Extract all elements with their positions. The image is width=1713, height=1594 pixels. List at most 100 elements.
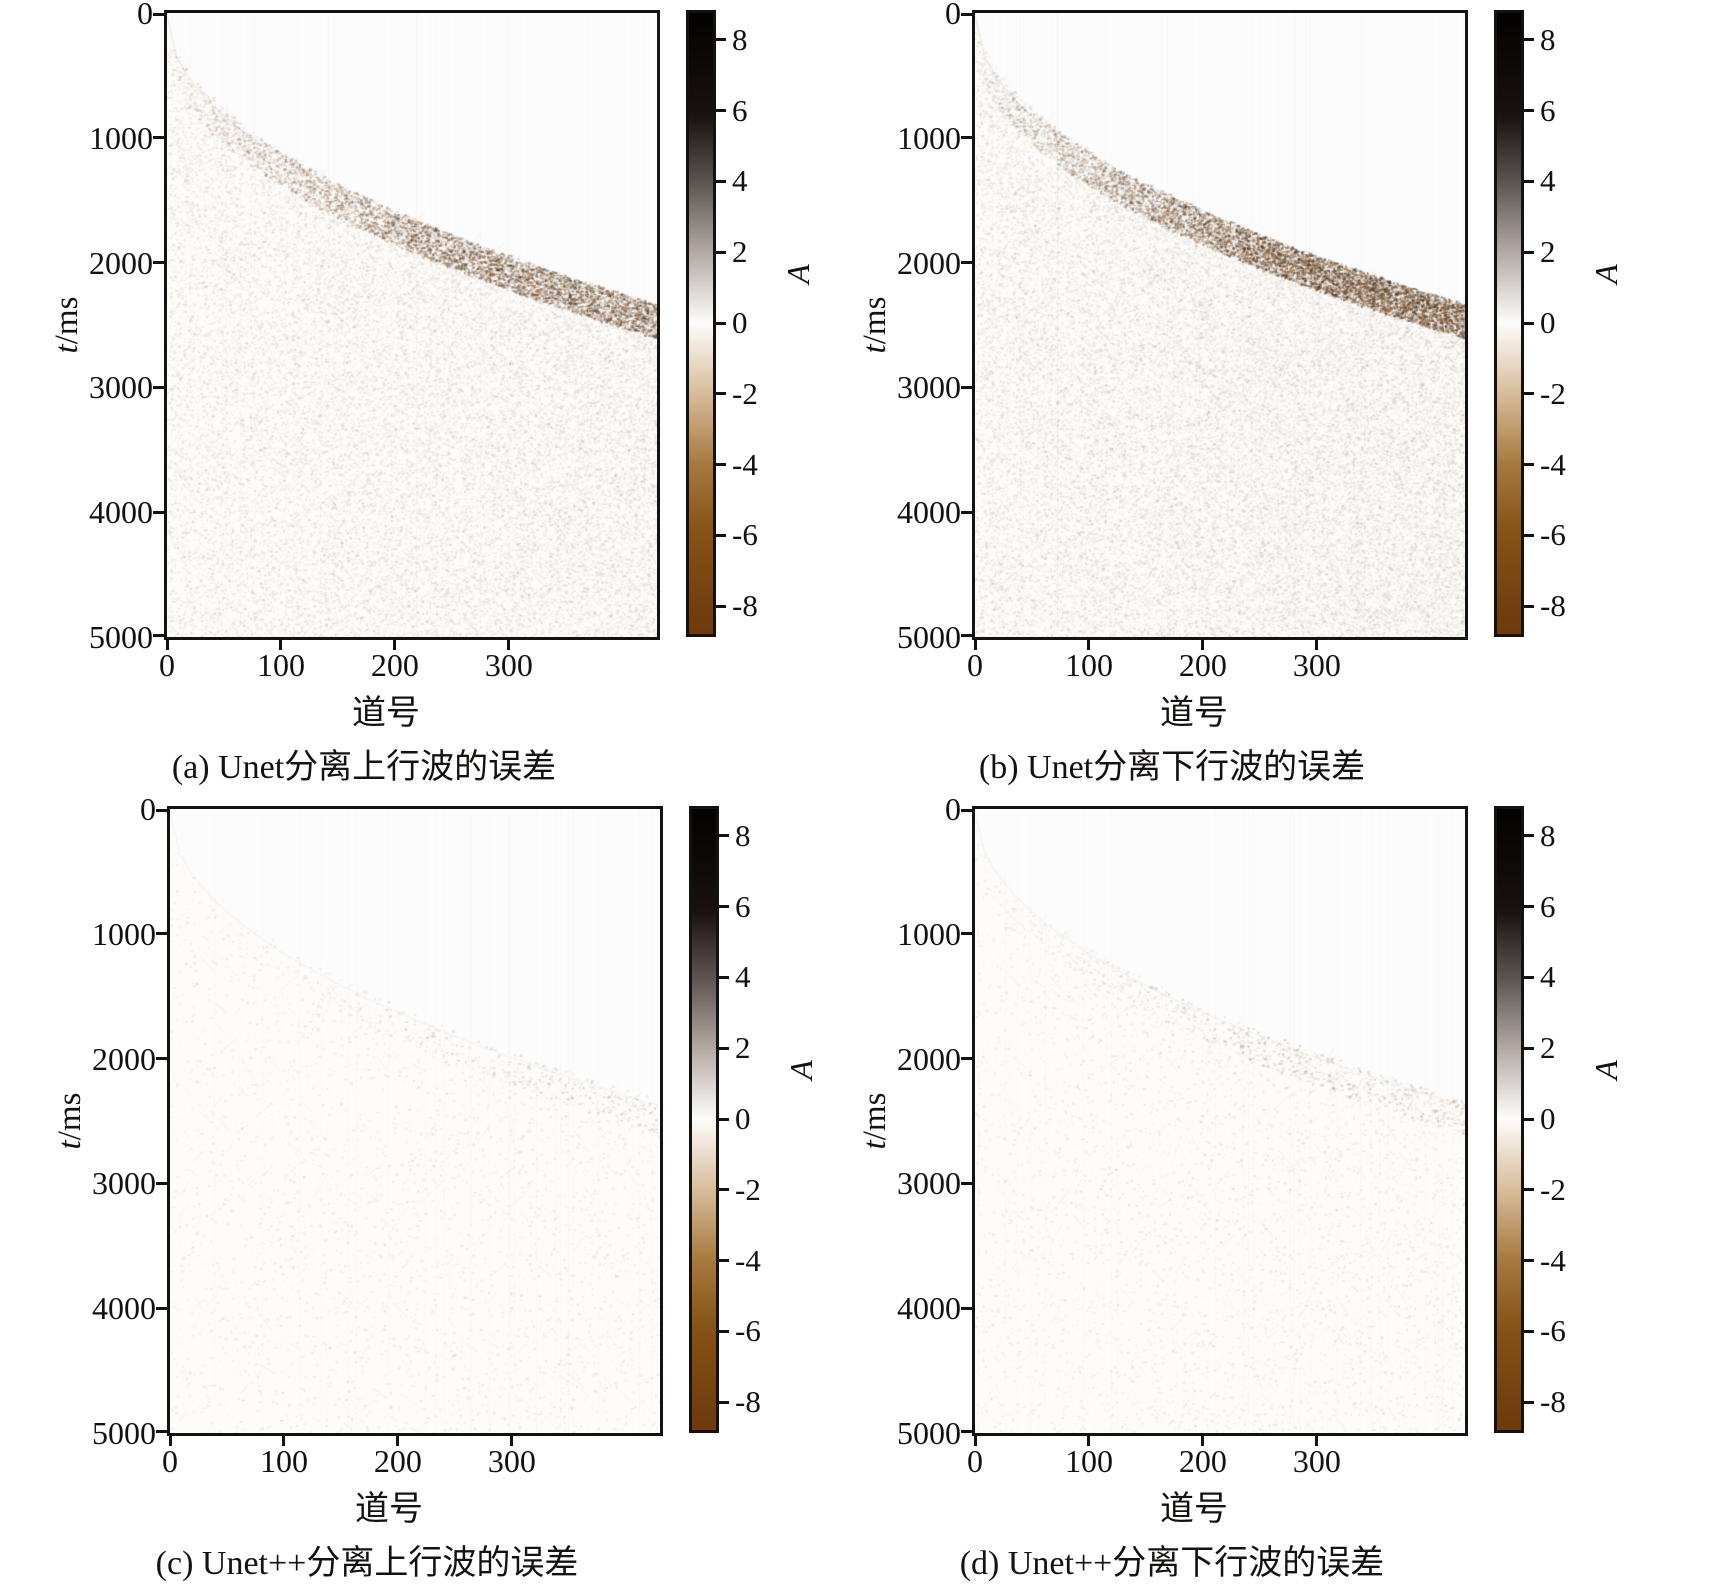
colorbar-tick-label: -2 <box>1540 375 1566 411</box>
x-tick-label: 100 <box>259 1443 308 1479</box>
colorbar-tick-mark <box>1524 250 1534 254</box>
panel-a: t/ms 道号 A 8 6 4 2 0 -2 -4 -6 -8 (a) Unet分离上行波的误差… <box>49 0 816 786</box>
y-tick-label: 0 <box>140 791 156 827</box>
y-tick-label: 3000 <box>92 1165 156 1202</box>
colorbar-tick-mark <box>1524 1117 1534 1121</box>
y-tick-mark <box>153 136 167 140</box>
colorbar-tick-mark <box>1524 1400 1534 1404</box>
y-axis-label-italic: t <box>857 344 893 354</box>
y-tick-mark <box>156 1306 170 1310</box>
colorbar-tick-label: 8 <box>732 21 748 57</box>
colorbar-tick-label: 4 <box>1540 163 1556 199</box>
x-tick-mark <box>279 637 283 650</box>
panel-b-plot <box>972 10 1468 640</box>
colorbar-tick-mark <box>716 463 726 467</box>
y-tick-mark <box>961 1430 975 1433</box>
colorbar-tick-label: -4 <box>1540 446 1566 482</box>
panel-d-heatmap <box>975 809 1465 1433</box>
panel-b-x-axis-label: 道号 <box>1160 695 1228 732</box>
y-axis-label-unit: /ms <box>49 296 85 345</box>
x-tick-mark <box>282 1433 286 1446</box>
panel-c: t/ms 道号 A 8 6 4 2 0 -2 -4 -6 -8 (c) Unet++分离上行波的… <box>52 791 819 1582</box>
y-tick-label: 1000 <box>897 119 961 156</box>
panel-c-y-axis-label: t/ms <box>52 1061 112 1181</box>
y-axis-label-unit: /ms <box>52 1092 88 1141</box>
colorbar-tick-mark <box>719 1329 729 1333</box>
colorbar-tick-mark <box>1524 38 1534 42</box>
y-tick-label: 5000 <box>92 1415 156 1451</box>
y-tick-mark <box>961 385 975 389</box>
x-tick-label: 200 <box>373 1443 422 1479</box>
colorbar-tick-label: -2 <box>732 375 758 411</box>
y-tick-mark <box>153 510 167 514</box>
y-tick-mark <box>153 13 167 16</box>
colorbar-tick-mark <box>719 975 729 979</box>
y-tick-mark <box>961 1181 975 1185</box>
panel-d-caption: (d) Unet++分离下行波的误差 <box>959 1545 1385 1582</box>
y-tick-mark <box>153 261 167 265</box>
colorbar-tick-mark <box>1524 604 1534 608</box>
panel-d-colorbar-gradient <box>1494 806 1524 1433</box>
colorbar-tick-mark <box>1524 1329 1534 1333</box>
y-tick-label: 4000 <box>897 1290 961 1327</box>
x-tick-label: 100 <box>1064 647 1113 683</box>
x-tick-label: 300 <box>484 647 533 683</box>
y-tick-mark <box>961 809 975 812</box>
panel-a-y-axis-label: t/ms <box>49 265 109 385</box>
colorbar-tick-mark <box>1524 1188 1534 1192</box>
colorbar-tick-label: -6 <box>1540 517 1566 553</box>
colorbar-tick-mark <box>1524 392 1534 396</box>
y-tick-label: 1000 <box>897 915 961 952</box>
y-tick-label: 3000 <box>89 369 153 406</box>
panel-c-colorbar-gradient <box>689 806 719 1433</box>
x-tick-mark <box>1201 637 1205 650</box>
colorbar-tick-label: 2 <box>1540 234 1556 270</box>
colorbar-tick-label: 8 <box>1540 21 1556 57</box>
colorbar-tick-mark <box>719 905 729 909</box>
colorbar-tick-label: 0 <box>1540 1101 1556 1136</box>
colorbar-tick-mark <box>719 1259 729 1263</box>
y-tick-mark <box>961 1057 975 1061</box>
x-tick-label: 200 <box>370 647 419 683</box>
colorbar-tick-mark <box>1524 109 1534 113</box>
colorbar-tick-mark <box>719 1046 729 1050</box>
y-axis-label-italic: t <box>49 344 85 354</box>
panel-b-colorbar-gradient <box>1494 10 1524 637</box>
colorbar-tick-label: 2 <box>1540 1030 1556 1066</box>
panel-c-colorbar: A 8 6 4 2 0 -2 -4 -6 -8 <box>689 806 859 1433</box>
y-tick-mark <box>156 809 170 812</box>
colorbar-tick-label: -8 <box>735 1384 761 1420</box>
colorbar-tick-mark <box>716 38 726 42</box>
y-tick-label: 3000 <box>897 1165 961 1202</box>
colorbar-tick-label: 6 <box>735 888 751 924</box>
x-tick-mark <box>1087 637 1091 650</box>
colorbar-tick-label: 0 <box>735 1101 751 1136</box>
panel-d-y-axis-label: t/ms <box>857 1061 917 1181</box>
x-tick-mark <box>973 637 977 650</box>
colorbar-tick-label: 0 <box>732 305 748 340</box>
y-tick-mark <box>156 1057 170 1061</box>
y-tick-label: 2000 <box>92 1040 156 1077</box>
y-tick-label: 5000 <box>897 1415 961 1451</box>
colorbar-tick-label: -8 <box>732 588 758 624</box>
panel-c-plot <box>167 806 663 1436</box>
panel-c-caption: (c) Unet++分离上行波的误差 <box>155 1545 579 1582</box>
x-tick-label: 0 <box>967 647 983 683</box>
y-axis-label-unit: /ms <box>857 1092 893 1141</box>
y-tick-mark <box>961 13 975 16</box>
x-tick-label: 100 <box>256 647 305 683</box>
x-tick-mark <box>1315 637 1319 650</box>
panel-b: t/ms 道号 A 8 6 4 2 0 -2 -4 -6 -8 (b) Unet分离下行波的误差… <box>857 0 1624 786</box>
y-tick-label: 4000 <box>89 494 153 531</box>
colorbar-tick-label: -2 <box>735 1171 761 1207</box>
panel-d-x-axis-label: 道号 <box>1160 1491 1228 1528</box>
colorbar-tick-label: 4 <box>1540 959 1556 995</box>
x-tick-label: 200 <box>1178 647 1227 683</box>
x-tick-mark <box>1087 1433 1091 1446</box>
colorbar-tick-mark <box>1524 1259 1534 1263</box>
panel-a-x-axis-label: 道号 <box>352 695 420 732</box>
y-tick-mark <box>156 1430 170 1433</box>
panel-b-colorbar-label: A <box>1588 264 1624 284</box>
y-tick-label: 0 <box>137 0 153 31</box>
